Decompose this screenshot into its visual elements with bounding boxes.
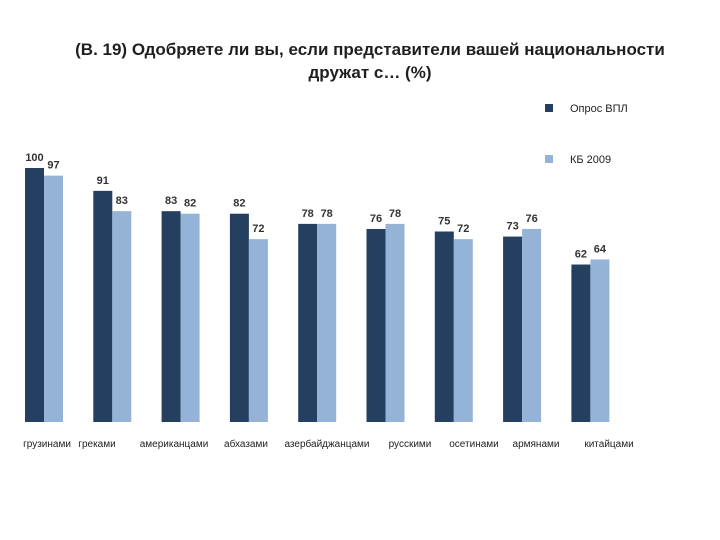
bar-азербайджанцами-series-2: [317, 223, 337, 422]
bar-греками-series-1: [93, 190, 113, 422]
value-label: 76: [370, 213, 382, 225]
value-label: 83: [116, 195, 128, 207]
category-label: американцами: [140, 439, 209, 450]
bar-армянами-series-1: [503, 236, 523, 422]
category-label: осетинами: [449, 439, 499, 450]
bar-осетинами-series-1: [434, 231, 454, 422]
category-labels-group: грузинами греками американцами абхазами азер…: [23, 438, 634, 450]
value-label: 62: [575, 249, 587, 261]
bar-абхазами-series-1: [229, 213, 249, 422]
category-label: русскими: [389, 439, 432, 450]
bars-group: [25, 168, 610, 422]
bar-китайцами-series-2: [590, 259, 610, 422]
legend-swatch-series-2: [545, 155, 553, 163]
bar-русскими-series-1: [366, 228, 386, 422]
bar-греками-series-2: [112, 211, 132, 422]
category-label: китайцами: [584, 439, 633, 450]
value-label: 83: [165, 195, 177, 207]
value-label: 73: [506, 221, 518, 233]
bar-американцами-series-2: [180, 213, 200, 422]
bar-азербайджанцами-series-1: [298, 223, 318, 422]
legend-label-series-1: Опрос ВПЛ: [570, 103, 628, 115]
category-label: греками: [78, 439, 115, 450]
value-label: 75: [438, 216, 450, 228]
legend: Опрос ВПЛ КБ 2009: [545, 103, 628, 166]
value-labels-group: 100 97 91 83 83 82 82 72 78 78 76 78 75 72 73 76 62 64: [25, 152, 607, 261]
category-label: армянами: [513, 439, 560, 450]
bar-русскими-series-2: [385, 223, 405, 422]
value-label: 76: [525, 213, 537, 225]
bar-американцами-series-1: [161, 211, 181, 422]
value-label: 72: [457, 223, 469, 235]
legend-label-series-2: КБ 2009: [570, 154, 611, 166]
value-label: 72: [252, 223, 264, 235]
bar-грузинами-series-2: [44, 175, 63, 422]
value-label: 78: [389, 208, 401, 220]
value-label: 78: [302, 208, 314, 220]
value-label: 100: [25, 152, 43, 164]
value-label: 82: [184, 198, 196, 210]
value-label: 64: [594, 243, 607, 255]
category-label: грузинами: [23, 439, 71, 450]
category-label: абхазами: [224, 438, 268, 450]
chart-title-line2: дружат с… (%): [308, 63, 432, 82]
value-label: 97: [47, 160, 59, 172]
bar-осетинами-series-2: [453, 239, 473, 422]
legend-swatch-series-1: [545, 104, 553, 112]
category-label: азербайджанцами: [284, 438, 369, 450]
chart-title: (В. 19) Одобряете ли вы, если представит…: [60, 38, 680, 84]
bar-китайцами-series-1: [571, 264, 591, 422]
value-label: 91: [97, 175, 109, 187]
bar-грузинами-series-1: [25, 168, 44, 422]
value-label: 78: [321, 208, 333, 220]
bar-армянами-series-2: [522, 228, 542, 422]
value-label: 82: [233, 198, 245, 210]
chart-title-line1: (В. 19) Одобряете ли вы, если представит…: [75, 40, 665, 59]
bar-абхазами-series-2: [248, 239, 268, 422]
